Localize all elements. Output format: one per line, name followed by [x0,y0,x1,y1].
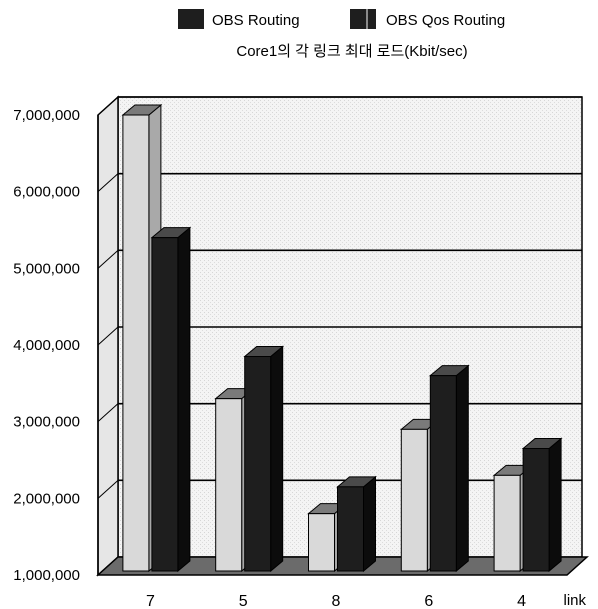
bar-front [493,474,521,572]
bar-front [337,486,364,572]
y-tick-label: 5,000,000 [13,260,80,277]
bar-side [363,475,376,573]
x-tick-label: 6 [424,593,433,609]
legend: OBS Routing OBS Qos Routing [178,9,505,29]
bar-obs-qos-routing-link-4 [521,437,563,573]
bar-side [455,364,469,573]
gridline-side [97,249,119,269]
bar-front [244,356,272,572]
bar-front [308,513,335,572]
bar-side [548,437,562,573]
bar-obs-qos-routing-link-6 [428,364,470,573]
bar-obs-qos-routing-link-7 [150,226,192,573]
y-tick-label: 6,000,000 [13,184,80,201]
bar-obs-qos-routing-link-5 [243,345,285,573]
bar-front [429,375,457,572]
bar-side [177,226,191,573]
legend-swatch-obs-qos-routing [350,9,376,29]
x-tick-label: 5 [239,593,248,609]
bar-obs-qos-routing-link-8 [336,475,377,573]
legend-label-obs-qos-routing: OBS Qos Routing [386,12,505,29]
gridline-side [97,326,119,346]
x-tick-label: 4 [517,593,526,609]
bar-side [270,345,284,573]
bar-front [400,428,428,572]
x-tick-label: 8 [332,593,341,609]
plot-area: 1,000,000 2,000,000 3,000,000 4,000,000 5,00… [13,95,589,609]
legend-swatch-highlight [366,9,368,29]
gridline-side [97,479,119,499]
chart-title: Core1의 각 링크 최대 로드(Kbit/sec) [236,43,467,60]
y-tick-label: 2,000,000 [13,490,80,507]
gridline-side [97,173,119,193]
legend-label-obs-routing: OBS Routing [212,12,300,29]
y-tick-label: 1,000,000 [13,567,80,584]
gridline-side [97,96,119,116]
y-tick-label: 4,000,000 [13,337,80,354]
y-tick-label: 7,000,000 [13,107,80,124]
x-tick-label: 7 [146,593,155,609]
bar-front [522,448,550,572]
bar-front [151,237,179,572]
bar-front [122,114,150,572]
x-axis-title: link [563,592,586,609]
bar-front [215,398,243,572]
y-tick-label: 3,000,000 [13,414,80,431]
gridline-side [97,403,119,423]
legend-swatch-obs-routing [178,9,204,29]
